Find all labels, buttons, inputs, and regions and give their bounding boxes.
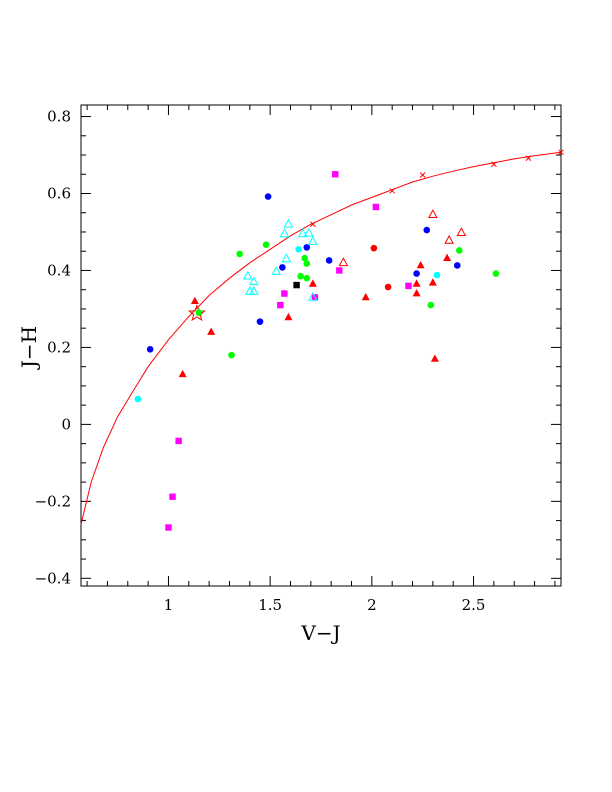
- open-triangle-point: [242, 270, 253, 280]
- x-tick-label: 1.5: [258, 596, 282, 614]
- tick-labels: 1 1.5 2 2.5 −0.4 −0.2 0 0.2 0.4 0.6 0.8: [35, 108, 486, 614]
- square-point: [277, 301, 284, 309]
- filled-triangle-point: [178, 369, 187, 378]
- square-point: [169, 493, 176, 500]
- open-triangle-point: [428, 209, 438, 218]
- cross-stroke: [419, 172, 426, 178]
- open-triangle-point: [283, 218, 294, 228]
- open-triangle-point: [279, 228, 290, 238]
- circle-point: [492, 270, 500, 277]
- circle-point: [453, 262, 461, 269]
- open-triangle-point: [249, 276, 259, 286]
- open-triangle-point: [244, 286, 255, 295]
- square-point: [405, 282, 412, 290]
- square-point: [165, 524, 172, 531]
- circle-point: [303, 260, 311, 267]
- circle-point: [301, 254, 309, 262]
- circle-point: [413, 270, 420, 277]
- circle-point: [256, 318, 264, 325]
- open-triangle-point: [249, 286, 259, 295]
- cross-stroke: [389, 187, 396, 194]
- circle-point: [384, 283, 392, 291]
- circle-point: [228, 351, 235, 359]
- y-axis-label: J−H: [17, 326, 41, 370]
- square-point: [293, 281, 300, 289]
- filled-triangle-point: [412, 289, 421, 297]
- square-point: [175, 437, 182, 445]
- circle-point: [146, 346, 154, 353]
- filled-triangle-point: [361, 292, 370, 301]
- circle-point: [262, 241, 270, 248]
- curve-cross-marker: [310, 221, 316, 228]
- filled-star-point: [194, 307, 204, 316]
- filled-triangle-point: [308, 279, 317, 287]
- circle-point: [279, 264, 286, 271]
- open-triangle-point: [444, 234, 454, 244]
- axis-ticks: [81, 105, 561, 586]
- x-tick-label: 1: [164, 596, 174, 614]
- open-triangle-point: [456, 227, 467, 237]
- circle-point: [427, 301, 435, 309]
- curve-cross-marker: [491, 161, 497, 168]
- circle-point: [264, 193, 272, 200]
- filled-triangle-point: [284, 312, 293, 321]
- square-point: [372, 203, 380, 211]
- x-tick-label: 2.5: [462, 596, 486, 614]
- y-tick-label: 0: [61, 415, 71, 433]
- filled-triangle-point: [207, 327, 216, 335]
- open-triangle-point: [308, 291, 318, 301]
- y-tick-label: 0.2: [47, 338, 71, 356]
- open-triangle-point: [303, 227, 314, 237]
- circle-point: [303, 274, 311, 282]
- circle-point: [423, 226, 431, 234]
- y-tick-label: 0.8: [47, 108, 71, 126]
- open-triangle-point: [281, 253, 292, 263]
- cross-stroke: [558, 149, 564, 156]
- model-curve: [80, 149, 564, 525]
- filled-triangle-point: [428, 278, 437, 286]
- data-points: [134, 171, 500, 531]
- square-point: [281, 290, 288, 297]
- curve-cross-marker: [558, 149, 564, 156]
- circle-point: [370, 244, 378, 252]
- open-triangle-point: [308, 236, 318, 245]
- curve-line: [80, 151, 562, 525]
- x-tick-label: 2: [367, 596, 377, 614]
- circle-point: [325, 257, 333, 264]
- square-point: [332, 171, 339, 178]
- filled-triangle-point: [443, 253, 452, 261]
- circle-point: [297, 272, 304, 280]
- cross-stroke: [310, 221, 316, 228]
- open-triangle-point: [271, 266, 282, 275]
- filled-triangle-point: [430, 354, 439, 362]
- curve-cross-marker: [389, 187, 396, 194]
- filled-triangle-point: [190, 296, 199, 305]
- open-triangle-point: [338, 257, 349, 267]
- circle-point: [134, 395, 142, 403]
- circle-point: [456, 247, 463, 254]
- curve-cross-marker: [419, 172, 426, 178]
- open-triangle-point: [297, 228, 308, 238]
- filled-triangle-point: [416, 260, 425, 269]
- curve-cross-marker: [525, 155, 532, 161]
- circle-point: [303, 244, 311, 251]
- y-tick-label: −0.2: [35, 492, 71, 510]
- y-tick-label: 0.6: [47, 185, 71, 203]
- x-axis-label: V−J: [300, 621, 340, 645]
- square-point: [336, 267, 343, 274]
- circle-point: [236, 250, 243, 258]
- filled-triangle-point: [412, 279, 421, 287]
- circle-point: [433, 271, 441, 279]
- circle-point: [295, 246, 302, 253]
- plot-frame: [80, 104, 562, 587]
- cross-stroke: [491, 161, 497, 168]
- y-tick-label: 0.4: [47, 261, 71, 279]
- y-tick-label: −0.4: [35, 569, 71, 587]
- cross-stroke: [525, 155, 532, 161]
